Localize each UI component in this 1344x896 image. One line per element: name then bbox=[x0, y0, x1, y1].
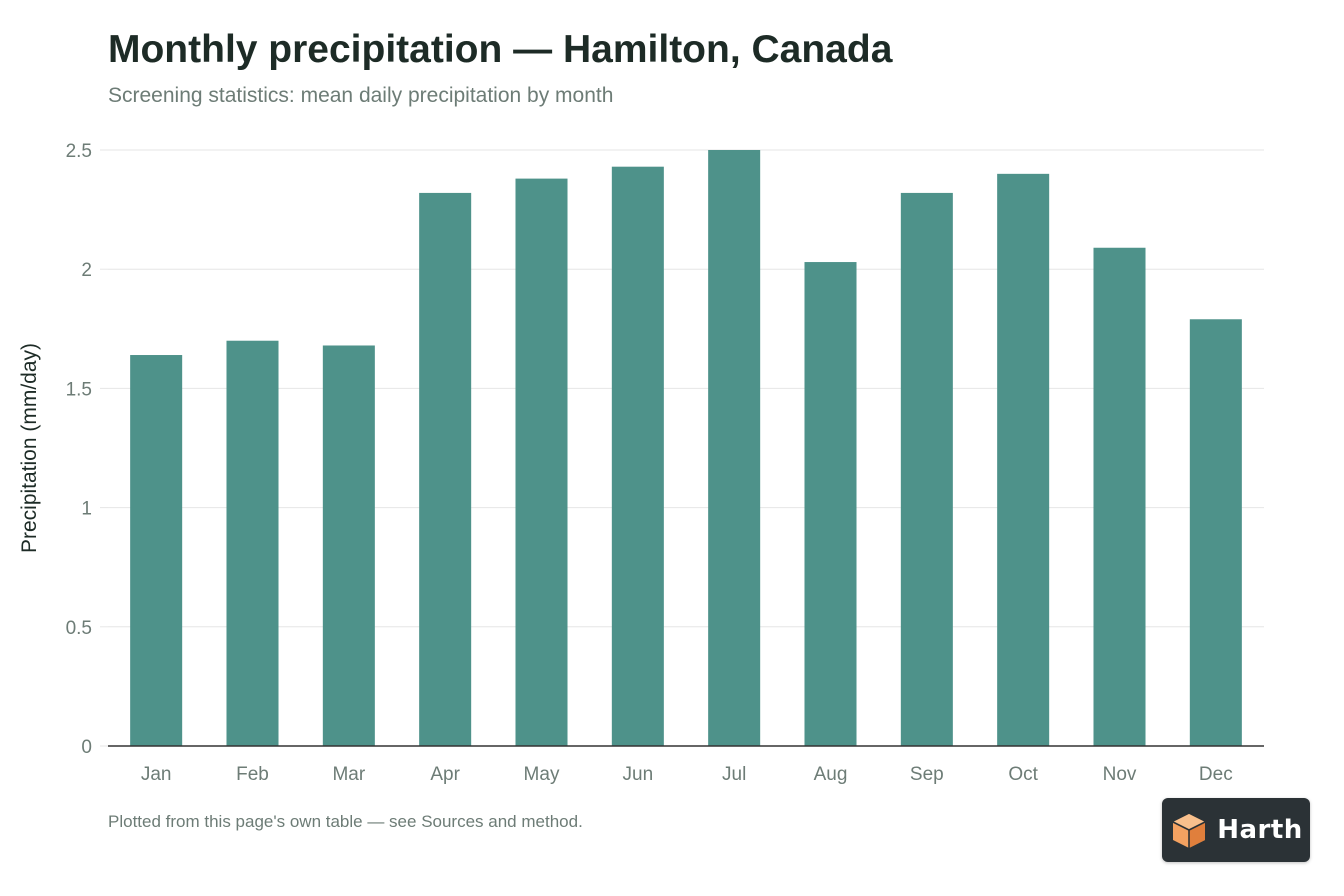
x-tick-label: Sep bbox=[910, 764, 944, 785]
x-tick-label: May bbox=[524, 764, 560, 785]
y-tick-label: 2 bbox=[81, 260, 92, 281]
x-tick-label: Feb bbox=[236, 764, 269, 785]
y-axis-title: Precipitation (mm/day) bbox=[18, 343, 41, 553]
source-note: Plotted from this page's own table — see… bbox=[108, 812, 583, 831]
bar-apr[interactable]: Apr: 2.32 bbox=[419, 192, 472, 747]
bar-aug[interactable]: Aug: 2.03 bbox=[804, 262, 857, 746]
tick-labels: 0 0.5 1 1.5 2 2.5 Jan Feb Mar Apr May Jun Jul Aug Sep O… bbox=[18, 141, 1233, 785]
bar-dec[interactable]: Dec: 1.79 bbox=[1189, 319, 1242, 746]
x-tick-label: Jun bbox=[623, 764, 654, 785]
chart-subtitle: Screening statistics: mean daily precipi… bbox=[108, 84, 614, 107]
x-tick-label: Jul bbox=[722, 764, 746, 785]
brand-badge[interactable]: Harth bbox=[1162, 798, 1310, 862]
y-tick-label: 2.5 bbox=[66, 141, 92, 162]
bar-mar[interactable]: Mar: 1.68 bbox=[322, 345, 375, 746]
chart-title: Monthly precipitation — Hamilton, Canada bbox=[108, 28, 893, 71]
x-tick-label: Oct bbox=[1008, 764, 1038, 785]
x-tick-label: Nov bbox=[1103, 764, 1137, 785]
bar-jan[interactable]: Jan: 1.64 bbox=[130, 355, 183, 746]
bar-may[interactable]: May: 2.38 bbox=[515, 178, 568, 746]
x-tick-label: Mar bbox=[332, 764, 365, 785]
y-tick-label: 1.5 bbox=[66, 379, 92, 400]
bar-jul[interactable]: Jul: 2.5 bbox=[708, 150, 761, 746]
bar-chart: Jan: 1.64 Feb: 1.7 Mar: 1.68 Apr: 2.32 May: … bbox=[18, 141, 1264, 785]
bar-oct[interactable]: Oct: 2.4 bbox=[997, 173, 1050, 747]
bar-feb[interactable]: Feb: 1.7 bbox=[226, 340, 279, 746]
bar-nov[interactable]: Nov: 2.09 bbox=[1093, 247, 1146, 746]
y-tick-label: 0 bbox=[81, 737, 92, 758]
bar-jun[interactable]: Jun: 2.43 bbox=[611, 166, 664, 747]
x-tick-label: Aug bbox=[814, 764, 848, 785]
grid-lines bbox=[108, 149, 1264, 628]
bar-sep[interactable]: Sep: 2.32 bbox=[900, 192, 953, 747]
x-tick-label: Apr bbox=[430, 764, 460, 785]
bars: Jan: 1.64 Feb: 1.7 Mar: 1.68 Apr: 2.32 May: … bbox=[130, 150, 1242, 747]
x-tick-label: Jan bbox=[141, 764, 172, 785]
brand-name: Harth bbox=[1217, 815, 1303, 845]
y-tick-label: 0.5 bbox=[66, 618, 92, 639]
axes bbox=[100, 149, 1264, 747]
x-tick-label: Dec bbox=[1199, 764, 1233, 785]
orange-cube-logo-icon bbox=[1172, 814, 1206, 848]
y-tick-label: 1 bbox=[81, 499, 92, 520]
